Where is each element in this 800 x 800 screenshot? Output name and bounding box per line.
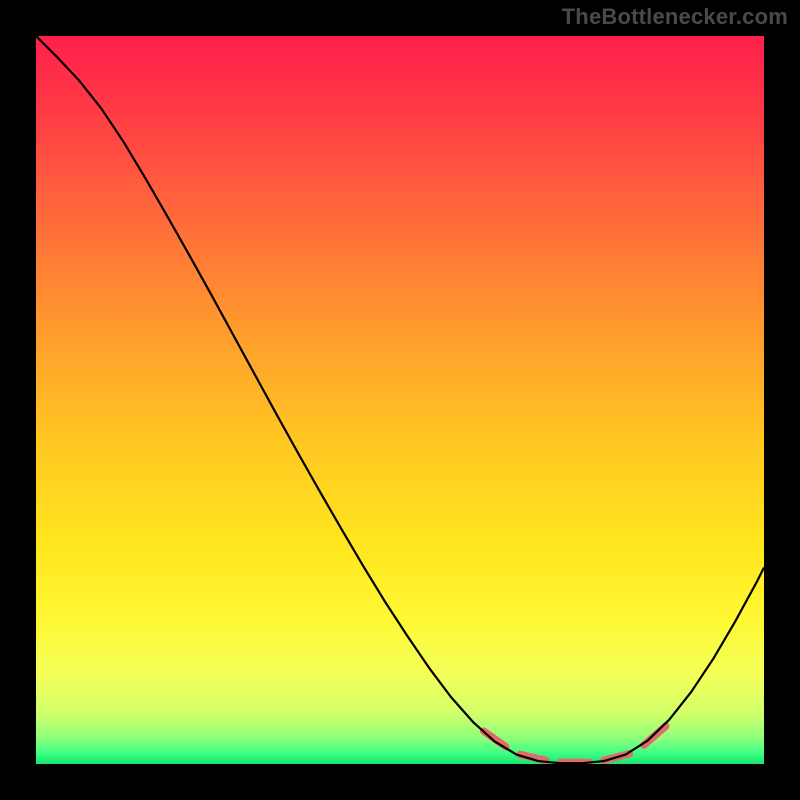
watermark-text: TheBottlenecker.com — [562, 4, 788, 30]
chart-svg — [36, 36, 764, 764]
gradient-background — [36, 36, 764, 764]
chart-root: TheBottlenecker.com — [0, 0, 800, 800]
plot-area — [36, 36, 764, 764]
